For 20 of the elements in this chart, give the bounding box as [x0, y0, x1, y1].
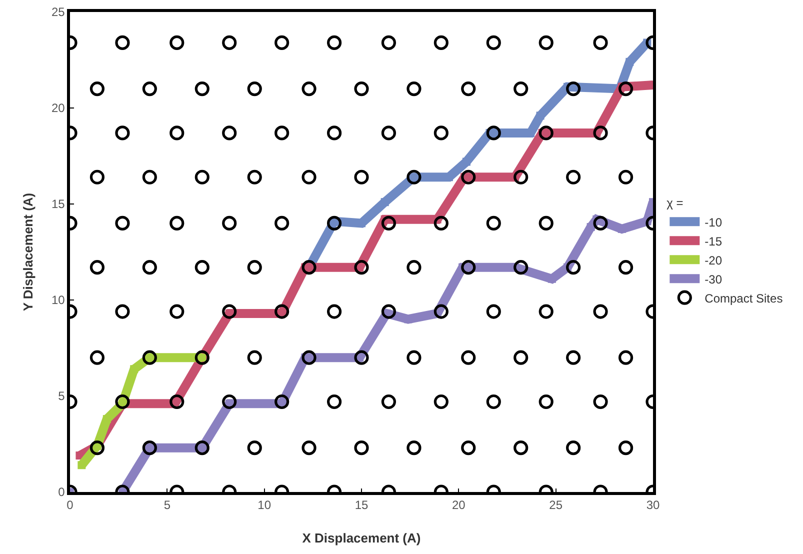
y-tick-label: 15: [51, 197, 66, 212]
legend-label: -30: [704, 272, 722, 286]
legend-label: -15: [704, 234, 722, 248]
y-tick-label: 20: [51, 101, 66, 116]
x-tick-label: 5: [164, 498, 171, 512]
x-tick-label: 20: [452, 498, 466, 512]
legend-label: -20: [704, 253, 722, 268]
y-axis-title: Y Displacement (A): [20, 192, 36, 312]
legend-label: Compact Sites: [704, 291, 783, 306]
x-tick-label: 10: [258, 498, 272, 512]
x-tick-label: 15: [354, 498, 368, 512]
legend-label: -10: [704, 215, 722, 230]
y-tick-label: 25: [51, 5, 66, 20]
x-tick-label: 25: [549, 498, 563, 512]
y-tick-label: 0: [58, 485, 66, 500]
x-tick-label: 30: [646, 498, 660, 512]
legend-title: χ =: [666, 196, 684, 210]
x-axis-title: X Displacement (A): [302, 530, 421, 546]
y-tick-label: 10: [51, 293, 66, 308]
y-tick-label: 5: [58, 389, 66, 404]
